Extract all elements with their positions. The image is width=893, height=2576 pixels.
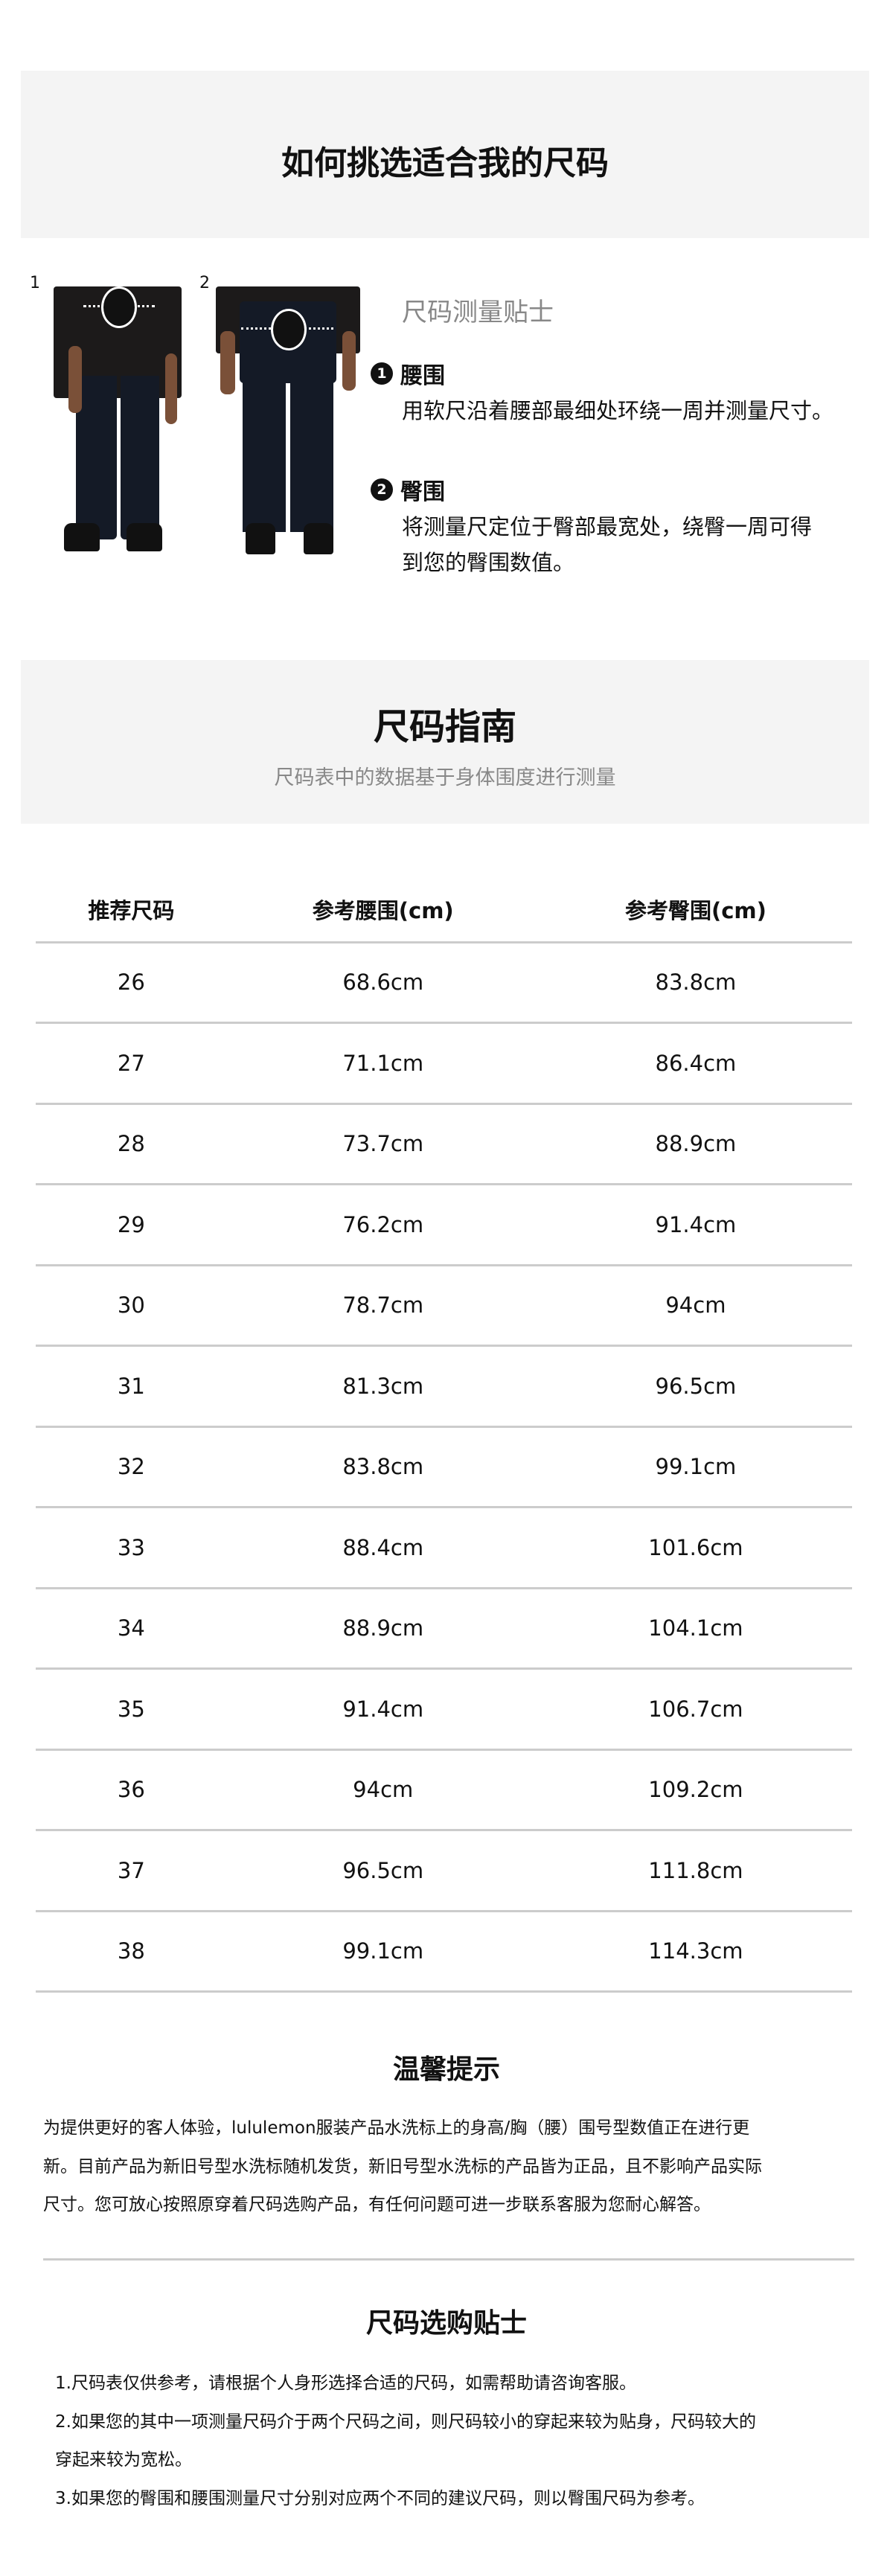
- notice-line: 尺寸。您可放心按照原穿着尺码选购产品，有任何问题可进一步联系客服为您耐心解答。: [43, 2195, 711, 2214]
- cell-size: 33: [36, 1507, 227, 1589]
- header-waist: 参考腰围(cm): [226, 878, 540, 943]
- cell-size: 32: [36, 1426, 227, 1508]
- tape-measure-icon: [101, 286, 137, 328]
- hip-desc-line: 到您的臀围数值。: [402, 550, 575, 575]
- cell-waist: 68.6cm: [226, 942, 540, 1024]
- cell-waist: 94cm: [226, 1749, 540, 1831]
- cell-waist: 78.7cm: [226, 1265, 540, 1347]
- waist-desc: 用软尺沿着腰部最细处环绕一周并测量尺寸。: [402, 398, 834, 423]
- header-size: 推荐尺码: [36, 878, 227, 943]
- cell-size: 29: [36, 1184, 227, 1266]
- cell-size: 27: [36, 1022, 227, 1105]
- photo-label-1: 1: [30, 274, 40, 292]
- size-guide-subtitle: 尺码表中的数据基于身体围度进行测量: [274, 766, 616, 789]
- notice-line: 为提供更好的客人体验，lululemon服装产品水洗标上的身高/胸（腰）围号型数…: [43, 2118, 750, 2138]
- table-row: 27 71.1cm 86.4cm: [36, 1022, 852, 1105]
- photo-label-2: 2: [199, 274, 210, 292]
- size-table: 推荐尺码 参考腰围(cm) 参考臀围(cm) 26 68.6cm 83.8cm 27 7…: [36, 878, 852, 1993]
- size-guide-banner: 尺码指南 尺码表中的数据基于身体围度进行测量: [21, 660, 869, 824]
- hip-item: 2 臀围 将测量尺定位于臀部最宽处，绕臀一周可得 到您的臀围数值。: [371, 473, 812, 580]
- cell-waist: 88.9cm: [226, 1588, 540, 1670]
- cell-hip: 109.2cm: [539, 1749, 852, 1831]
- cell-waist: 73.7cm: [226, 1103, 540, 1185]
- table-row: 37 96.5cm 111.8cm: [36, 1830, 852, 1912]
- cell-hip: 88.9cm: [539, 1103, 852, 1185]
- tip-line: 2.如果您的其中一项测量尺码介于两个尺码之间，则尺码较小的穿起来较为贴身，尺码较…: [55, 2412, 756, 2432]
- cell-size: 38: [36, 1911, 227, 1993]
- table-row: 38 99.1cm 114.3cm: [36, 1911, 852, 1993]
- cell-hip: 106.7cm: [539, 1668, 852, 1751]
- cell-hip: 99.1cm: [539, 1426, 852, 1508]
- notice-text: 为提供更好的客人体验，lululemon服装产品水洗标上的身高/胸（腰）围号型数…: [43, 2109, 762, 2225]
- page-title: 如何挑选适合我的尺码: [281, 144, 609, 182]
- waist-title: 腰围: [400, 363, 445, 389]
- waist-item: 1 腰围 用软尺沿着腰部最细处环绕一周并测量尺寸。: [371, 357, 833, 429]
- divider: [43, 2258, 854, 2261]
- cell-hip: 114.3cm: [539, 1911, 852, 1993]
- number-1-icon: 1: [371, 362, 393, 385]
- tip-line: 穿起来较为宽松。: [55, 2450, 192, 2470]
- notice-title: 温馨提示: [392, 2054, 500, 2085]
- hip-desc-line: 将测量尺定位于臀部最宽处，绕臀一周可得: [402, 514, 813, 539]
- cell-hip: 83.8cm: [539, 942, 852, 1024]
- cell-hip: 91.4cm: [539, 1184, 852, 1266]
- header-hip: 参考臀围(cm): [539, 878, 852, 943]
- cell-hip: 86.4cm: [539, 1022, 852, 1105]
- measure-tips-title: 尺码测量贴士: [402, 298, 554, 327]
- table-row: 34 88.9cm 104.1cm: [36, 1588, 852, 1670]
- cell-waist: 99.1cm: [226, 1911, 540, 1993]
- table-row: 36 94cm 109.2cm: [36, 1749, 852, 1831]
- tip-line: 1.尺码表仅供参考，请根据个人身形选择合适的尺码，如需帮助请咨询客服。: [55, 2374, 636, 2393]
- cell-size: 31: [36, 1345, 227, 1428]
- table-row: 31 81.3cm 96.5cm: [36, 1345, 852, 1428]
- buying-tips-title: 尺码选购贴士: [365, 2308, 527, 2339]
- cell-hip: 96.5cm: [539, 1345, 852, 1428]
- table-row: 30 78.7cm 94cm: [36, 1265, 852, 1347]
- cell-waist: 81.3cm: [226, 1345, 540, 1428]
- cell-waist: 91.4cm: [226, 1668, 540, 1751]
- cell-size: 26: [36, 942, 227, 1024]
- cell-size: 28: [36, 1103, 227, 1185]
- notice-line: 新。目前产品为新旧号型水洗标随机发货，新旧号型水洗标的产品皆为正品，且不影响产品…: [43, 2156, 762, 2176]
- cell-hip: 101.6cm: [539, 1507, 852, 1589]
- cell-hip: 104.1cm: [539, 1588, 852, 1670]
- header-banner: 如何挑选适合我的尺码: [21, 71, 869, 238]
- number-2-icon: 2: [371, 478, 393, 501]
- size-guide-title: 尺码指南: [373, 706, 516, 748]
- cell-size: 36: [36, 1749, 227, 1831]
- buying-tips-text: 1.尺码表仅供参考，请根据个人身形选择合适的尺码，如需帮助请咨询客服。 2.如果…: [55, 2365, 756, 2518]
- cell-hip: 111.8cm: [539, 1830, 852, 1912]
- cell-hip: 94cm: [539, 1265, 852, 1347]
- cell-size: 30: [36, 1265, 227, 1347]
- table-row: 35 91.4cm 106.7cm: [36, 1668, 852, 1751]
- table-row: 32 83.8cm 99.1cm: [36, 1426, 852, 1508]
- cell-waist: 71.1cm: [226, 1022, 540, 1105]
- table-row: 28 73.7cm 88.9cm: [36, 1103, 852, 1185]
- hip-photo: [216, 286, 360, 558]
- tip-line: 3.如果您的臀围和腰围测量尺寸分别对应两个不同的建议尺码，则以臀围尺码为参考。: [55, 2488, 705, 2508]
- tape-measure-icon: [271, 309, 307, 350]
- hip-title: 臀围: [400, 479, 445, 505]
- table-row: 29 76.2cm 91.4cm: [36, 1184, 852, 1266]
- waist-photo: [54, 286, 182, 558]
- table-row: 26 68.6cm 83.8cm: [36, 942, 852, 1024]
- cell-waist: 88.4cm: [226, 1507, 540, 1589]
- cell-waist: 96.5cm: [226, 1830, 540, 1912]
- table-row: 33 88.4cm 101.6cm: [36, 1507, 852, 1589]
- cell-size: 35: [36, 1668, 227, 1751]
- cell-waist: 83.8cm: [226, 1426, 540, 1508]
- cell-waist: 76.2cm: [226, 1184, 540, 1266]
- cell-size: 37: [36, 1830, 227, 1912]
- cell-size: 34: [36, 1588, 227, 1670]
